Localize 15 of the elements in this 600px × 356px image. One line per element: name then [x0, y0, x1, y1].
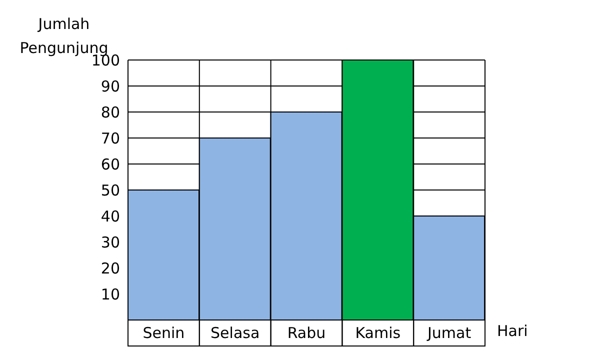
y-tick-label: 30: [100, 233, 120, 252]
y-tick-label: 40: [100, 207, 120, 226]
y-tick-label: 50: [100, 181, 120, 200]
x-tick-label: Selasa: [210, 324, 260, 342]
y-tick-label: 70: [100, 129, 120, 148]
y-tick-label: 20: [100, 259, 120, 278]
y-tick-label: 80: [100, 103, 120, 122]
x-tick-label: Rabu: [287, 324, 326, 342]
y-tick-label: 10: [100, 285, 120, 304]
y-tick-label: 90: [100, 77, 120, 96]
x-tick-label: Kamis: [355, 324, 401, 342]
y-tick-label: 60: [100, 155, 120, 174]
x-axis-title: Hari: [497, 322, 528, 340]
x-tick-label: Jumat: [426, 324, 472, 342]
x-tick-label: Senin: [142, 324, 185, 342]
